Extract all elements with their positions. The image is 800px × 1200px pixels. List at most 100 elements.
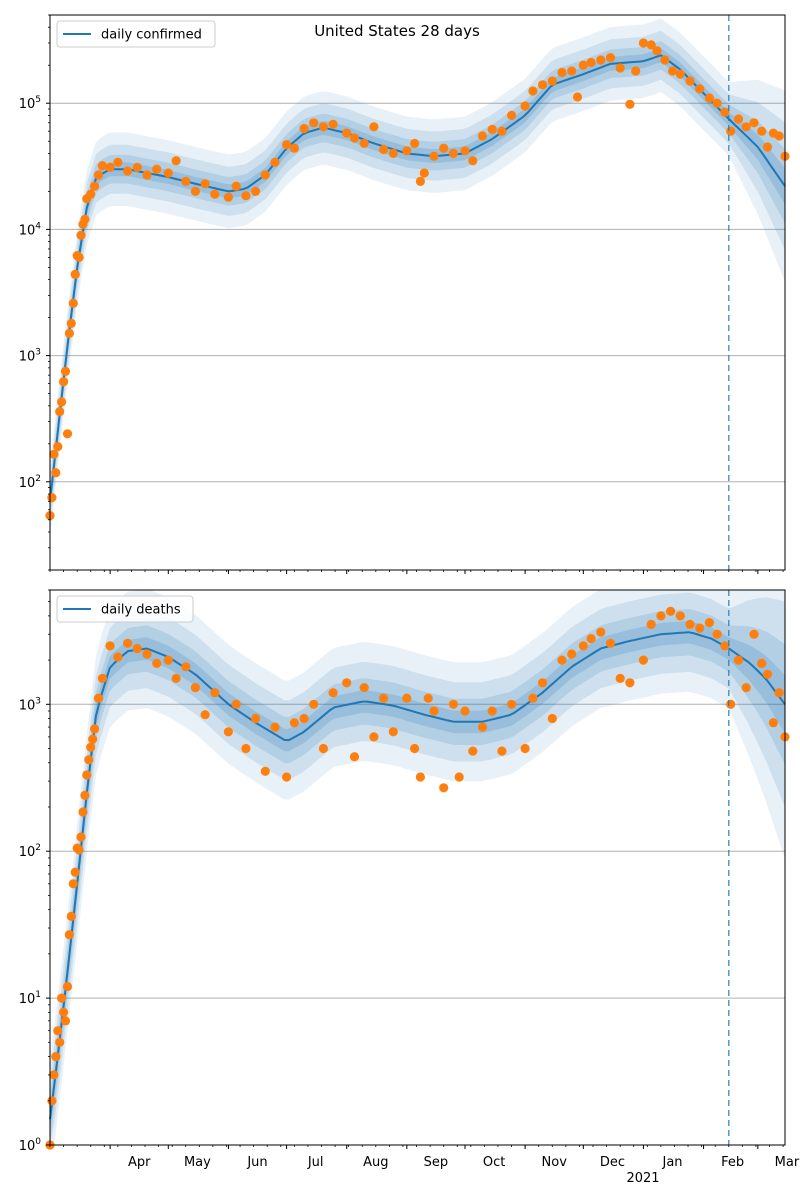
observed-point	[270, 157, 280, 167]
year-label: 2021	[626, 1171, 659, 1186]
observed-point	[231, 181, 241, 191]
observed-point	[210, 189, 220, 199]
observed-point	[460, 146, 470, 156]
observed-point	[152, 658, 162, 669]
observed-point	[342, 128, 352, 138]
observed-point	[578, 641, 588, 651]
uncertainty-band	[50, 609, 785, 1143]
observed-point	[49, 449, 59, 459]
observed-point	[497, 746, 507, 756]
observed-point	[774, 131, 784, 141]
observed-point	[142, 649, 152, 659]
observed-point	[80, 790, 90, 801]
observed-point	[749, 629, 759, 639]
observed-point	[318, 122, 328, 132]
x-tick-label: Nov	[542, 1155, 568, 1170]
observed-point	[712, 629, 722, 639]
observed-point	[605, 53, 616, 63]
observed-point	[181, 176, 191, 186]
observed-point	[270, 722, 280, 732]
uncertainty-band	[50, 18, 785, 539]
observed-point	[528, 86, 538, 96]
observed-point	[557, 67, 567, 78]
observed-point	[171, 673, 181, 684]
confirmed-uncertainty-bands	[50, 18, 785, 539]
observed-point	[342, 678, 352, 688]
x-tick-label: Feb	[721, 1155, 744, 1170]
observed-point	[468, 156, 478, 166]
deaths-uncertainty-bands	[50, 590, 785, 1145]
observed-point	[359, 683, 369, 693]
observed-point	[93, 170, 104, 180]
observed-point	[402, 146, 412, 156]
observed-point	[726, 699, 736, 709]
x-tick-label: Mar	[775, 1155, 800, 1170]
observed-point	[369, 122, 379, 132]
observed-point	[309, 699, 319, 709]
observed-point	[86, 189, 96, 199]
observed-point	[76, 832, 86, 842]
observed-point	[113, 652, 123, 662]
observed-point	[70, 269, 80, 279]
observed-point	[55, 1037, 65, 1047]
observed-point	[660, 55, 670, 65]
observed-point	[84, 755, 94, 765]
observed-point	[631, 66, 641, 76]
observed-point	[572, 92, 583, 102]
observed-point	[712, 98, 722, 108]
observed-point	[251, 186, 261, 196]
observed-point	[410, 743, 420, 754]
observed-point	[695, 84, 705, 94]
observed-point	[720, 641, 730, 651]
legend-box	[56, 20, 216, 48]
observed-point	[132, 162, 142, 172]
observed-point	[704, 618, 715, 628]
observed-point	[210, 688, 220, 698]
observed-point	[557, 655, 567, 665]
observed-point	[487, 706, 497, 716]
uncertainty-band	[50, 621, 785, 1131]
observed-point	[768, 718, 779, 728]
observed-point	[497, 126, 507, 136]
observed-point	[190, 683, 200, 693]
observed-point	[82, 770, 92, 780]
observed-point	[132, 643, 142, 654]
observed-point	[55, 407, 65, 417]
observed-point	[487, 124, 497, 134]
uncertainty-band	[50, 30, 785, 526]
observed-point	[419, 168, 429, 178]
observed-point	[369, 732, 379, 742]
observed-point	[62, 429, 73, 439]
observed-point	[289, 143, 299, 153]
observed-point	[625, 678, 635, 688]
observed-point	[200, 179, 210, 189]
observed-point	[439, 783, 449, 793]
observed-point	[685, 76, 695, 86]
observed-point	[282, 140, 292, 150]
observed-point	[97, 673, 107, 684]
observed-point	[163, 655, 173, 665]
confirmed-legend: daily confirmed	[56, 20, 216, 48]
observed-point	[733, 655, 744, 665]
deaths-observed-points	[45, 606, 790, 1150]
observed-point	[90, 724, 100, 734]
observed-point	[282, 772, 292, 782]
observed-point	[70, 867, 80, 877]
observed-point	[241, 191, 251, 201]
observed-point	[97, 161, 107, 171]
observed-point	[66, 911, 76, 922]
observed-point	[567, 649, 577, 659]
observed-point	[507, 699, 517, 709]
observed-point	[171, 156, 181, 166]
observed-point	[656, 611, 666, 621]
observed-point	[49, 1070, 59, 1080]
observed-point	[685, 619, 695, 630]
observed-point	[388, 148, 398, 158]
deaths-axes-frame	[49, 589, 786, 1146]
observed-point	[646, 40, 656, 50]
observed-point	[749, 118, 759, 128]
observed-point	[318, 743, 328, 754]
observed-point	[596, 627, 606, 637]
observed-point	[251, 713, 261, 724]
observed-point	[60, 1016, 71, 1026]
